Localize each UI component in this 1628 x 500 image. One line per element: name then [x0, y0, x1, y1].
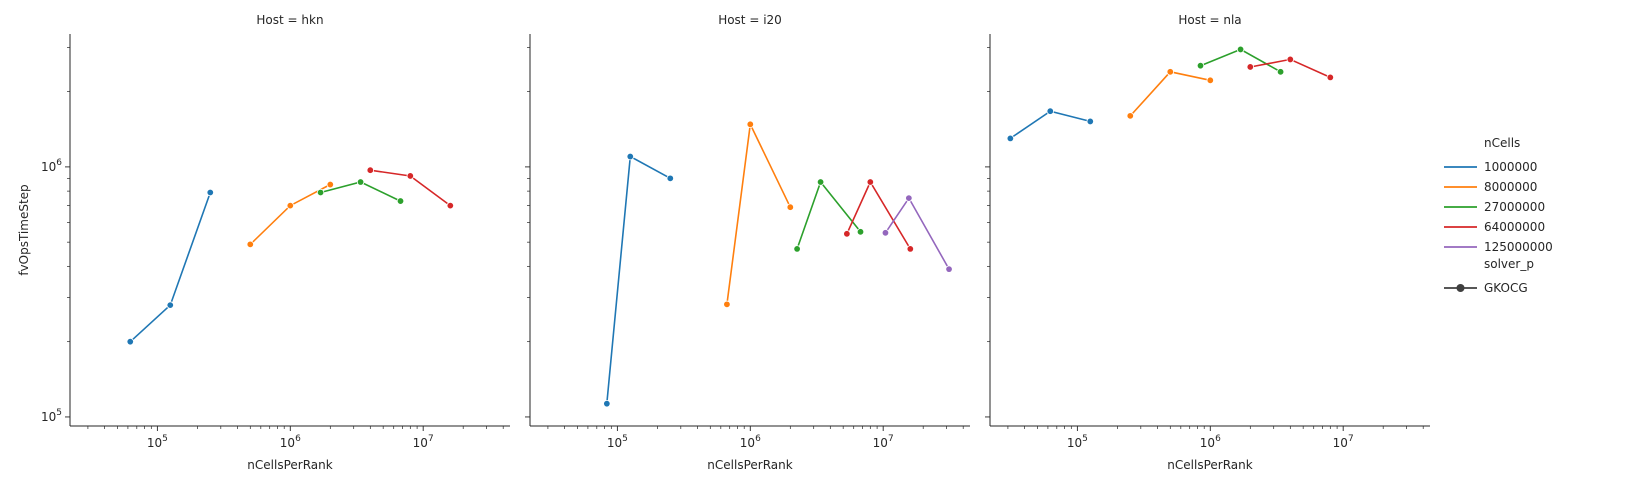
legend-title-solver: solver_p — [1484, 257, 1534, 271]
data-point — [406, 172, 415, 180]
series-line — [129, 192, 212, 343]
data-point — [866, 178, 875, 186]
series-27000000 — [1196, 45, 1285, 76]
series-27000000 — [793, 178, 865, 253]
legend-entry: 1000000 — [1444, 160, 1537, 174]
data-point — [356, 178, 365, 186]
series-line — [606, 155, 671, 404]
series-line — [884, 196, 950, 270]
legend: nCells 1000000 8000000 27000000 64000000 1250… — [1444, 136, 1553, 295]
x-axis-label: nCellsPerRank — [1167, 458, 1252, 472]
data-point — [446, 201, 455, 210]
series-27000000 — [316, 178, 405, 205]
data-point — [1046, 107, 1054, 115]
series-line — [1009, 110, 1091, 140]
data-point — [1206, 76, 1214, 84]
series-1000000 — [126, 188, 214, 346]
data-point — [246, 240, 254, 249]
legend-label: GKOCG — [1484, 281, 1528, 295]
facet-panel-3: Host = nla 105 106 107 nCellsPerRank — [985, 13, 1430, 472]
data-point — [603, 399, 611, 408]
data-point — [786, 203, 794, 211]
data-point — [666, 174, 674, 183]
data-point — [1236, 45, 1245, 54]
data-point — [1276, 68, 1285, 76]
y-tick-label: 106 — [41, 158, 62, 174]
x-axis-label: nCellsPerRank — [247, 458, 332, 472]
data-point — [286, 201, 294, 210]
legend-title-ncells: nCells — [1484, 136, 1520, 150]
legend-entry: 8000000 — [1444, 180, 1537, 194]
data-point — [816, 178, 825, 186]
series-64000000 — [1246, 55, 1335, 82]
data-point — [905, 194, 913, 202]
x-tick-label: 105 — [607, 434, 628, 450]
series-8000000 — [246, 180, 334, 249]
facet-panel-2: Host = i20 105 106 107 nCellsPerRank — [525, 13, 970, 472]
facet-panels: Host = hkn 105 106 107 105 106 fvOpsTimeStep nC… — [17, 13, 1430, 472]
legend-label: 8000000 — [1484, 180, 1537, 194]
y-axis-label: fvOpsTimeStep — [17, 184, 31, 275]
series-8000000 — [1126, 68, 1214, 120]
series-1000000 — [603, 152, 674, 408]
series-8000000 — [723, 120, 794, 309]
data-point — [1006, 134, 1015, 143]
panel-title: Host = nla — [1178, 13, 1241, 27]
data-point — [1126, 112, 1134, 120]
data-point — [1086, 117, 1094, 126]
panel-title: Host = hkn — [256, 13, 323, 27]
data-point — [1196, 61, 1205, 70]
series-line — [726, 121, 792, 305]
data-point — [326, 180, 334, 189]
y-tick-label: 105 — [41, 408, 62, 424]
data-point — [945, 265, 953, 273]
x-tick-label: 105 — [147, 434, 168, 450]
legend-label: 125000000 — [1484, 240, 1553, 254]
series-64000000 — [843, 178, 915, 253]
x-tick-label: 106 — [1200, 434, 1221, 450]
data-point — [881, 229, 890, 237]
legend-label: 64000000 — [1484, 220, 1545, 234]
data-point — [723, 300, 731, 309]
series-line — [846, 180, 911, 250]
data-point — [206, 188, 214, 197]
legend-marker — [1456, 284, 1465, 292]
series-125000000 — [881, 194, 953, 273]
data-point — [1166, 68, 1174, 76]
x-tick-label: 105 — [1067, 434, 1088, 450]
data-point — [126, 337, 134, 346]
data-point — [366, 166, 375, 174]
x-tick-label: 107 — [413, 434, 434, 450]
x-tick-label: 106 — [280, 434, 301, 450]
data-point — [856, 228, 865, 236]
data-point — [906, 245, 915, 253]
facet-panel-1: Host = hkn 105 106 107 105 106 fvOpsTimeStep nC… — [17, 13, 510, 472]
x-tick-label: 107 — [1333, 434, 1354, 450]
legend-entry: 27000000 — [1444, 200, 1545, 214]
data-point — [626, 152, 634, 161]
legend-entry: 64000000 — [1444, 220, 1545, 234]
legend-entry: GKOCG — [1444, 281, 1528, 295]
legend-label: 27000000 — [1484, 200, 1545, 214]
legend-entry: 125000000 — [1444, 240, 1553, 254]
data-point — [793, 245, 801, 253]
series-line — [1129, 70, 1211, 117]
series-line — [796, 180, 862, 250]
x-tick-label: 107 — [873, 434, 894, 450]
data-point — [1326, 73, 1335, 82]
panel-title: Host = i20 — [718, 13, 782, 27]
data-point — [746, 120, 754, 129]
series-1000000 — [1006, 107, 1094, 143]
x-tick-label: 106 — [740, 434, 761, 450]
data-point — [1246, 63, 1254, 71]
data-point — [1286, 55, 1295, 64]
data-point — [396, 197, 405, 205]
legend-label: 1000000 — [1484, 160, 1537, 174]
data-point — [316, 188, 325, 197]
data-point — [843, 230, 851, 238]
x-axis-label: nCellsPerRank — [707, 458, 792, 472]
series-64000000 — [366, 166, 455, 210]
data-point — [166, 301, 174, 309]
